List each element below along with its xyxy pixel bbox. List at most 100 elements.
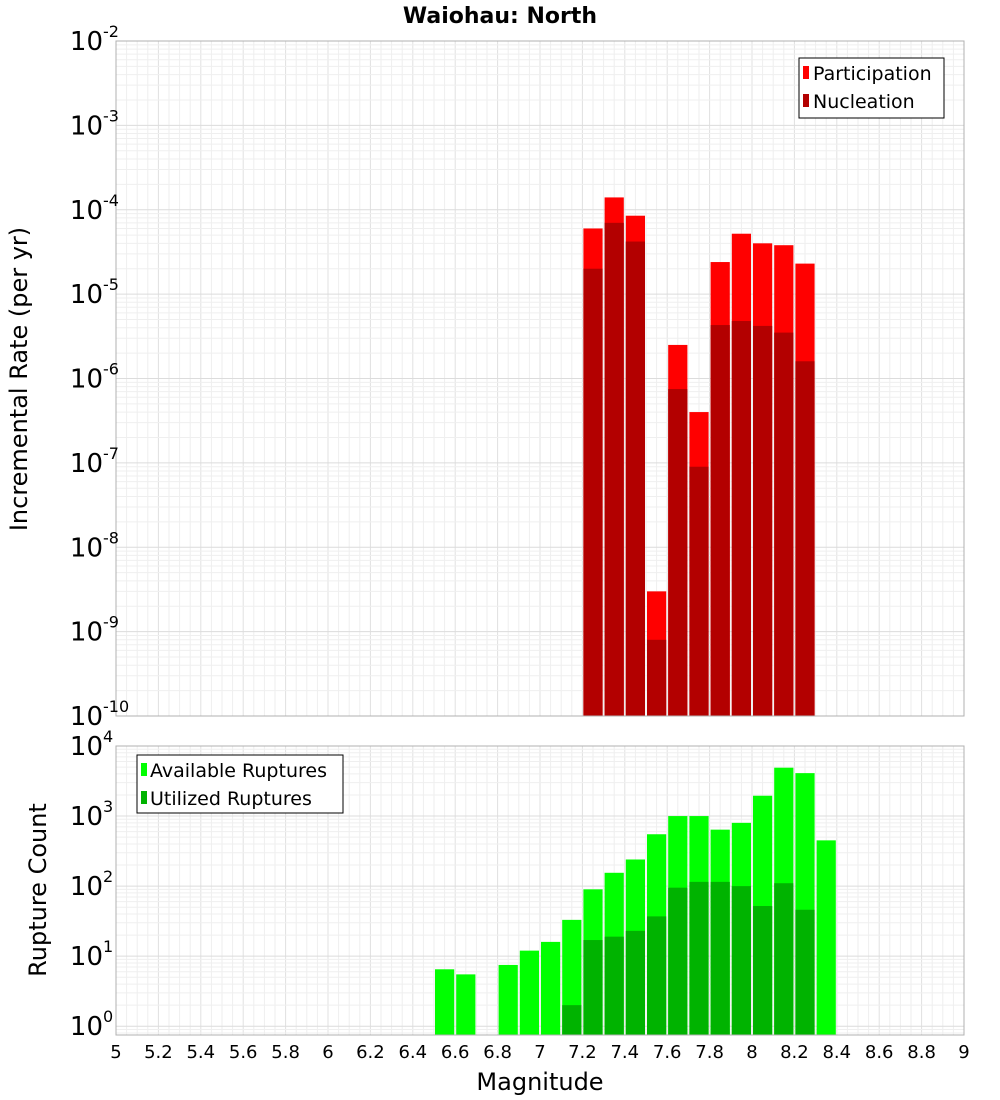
y-tick-exponent: -8: [103, 528, 119, 547]
legend-available-label: Available Ruptures: [150, 760, 327, 782]
utilized-ruptures-bar: [625, 930, 645, 1035]
x-tick-label: 8: [746, 1042, 757, 1063]
count-bars: [435, 767, 836, 1035]
rate-gridlines: [115, 40, 965, 717]
x-tick-label: 6: [322, 1042, 333, 1063]
rate-plot-frame: [115, 40, 965, 717]
y-tick-exponent: -7: [103, 444, 119, 463]
nucleation-bar: [625, 241, 645, 717]
y-tick-label: 10: [70, 533, 103, 563]
y-tick-exponent: 2: [103, 867, 113, 886]
x-tick-label: 6.2: [356, 1042, 385, 1063]
chart-title: Waiohau: North: [403, 4, 597, 29]
x-tick-label: 9: [958, 1042, 969, 1063]
utilized-ruptures-bar: [774, 883, 794, 1035]
available-ruptures-bar: [498, 964, 518, 1035]
x-tick-label: 8.6: [865, 1042, 894, 1063]
x-tick-label: 5: [110, 1042, 121, 1063]
legend-utilized-label: Utilized Ruptures: [150, 788, 312, 810]
available-ruptures-bar: [456, 974, 476, 1035]
y-tick-exponent: -5: [103, 275, 119, 294]
x-tick-label: 5.6: [229, 1042, 258, 1063]
nucleation-bar: [583, 268, 603, 716]
x-tick-label: 8.2: [780, 1042, 809, 1063]
count-gridlines: [115, 745, 965, 1035]
utilized-ruptures-bar: [731, 886, 751, 1035]
y-tick-label: 10: [70, 365, 103, 395]
y-tick-label: 10: [70, 702, 103, 732]
x-axis-label: Magnitude: [476, 1068, 603, 1096]
x-tick-label: 7.4: [610, 1042, 639, 1063]
y-tick-label: 10: [70, 872, 103, 902]
count-legend: Available Ruptures Utilized Ruptures: [136, 754, 344, 814]
legend-participation-label: Participation: [813, 63, 932, 85]
x-tick-label: 5.8: [271, 1042, 300, 1063]
y-tick-exponent: 3: [103, 797, 113, 816]
y-tick-exponent: 4: [103, 727, 113, 746]
nucleation-bar: [689, 466, 709, 716]
legend-nucleation-swatch: [803, 94, 809, 107]
count-plot-frame: [115, 745, 965, 1036]
y-tick-exponent: 0: [103, 1007, 113, 1026]
x-tick-label: 6.8: [483, 1042, 512, 1063]
nucleation-bar: [795, 361, 815, 716]
y-tick-label: 10: [70, 196, 103, 226]
x-tick-label: 5.4: [186, 1042, 215, 1063]
y-tick-exponent: -9: [103, 613, 119, 632]
y-tick-exponent: -6: [103, 360, 119, 379]
nucleation-bar: [710, 325, 730, 716]
rate-y-axis-label: Incremental Rate (per yr): [5, 227, 33, 531]
legend-utilized-swatch: [141, 791, 147, 804]
available-ruptures-bar: [519, 950, 539, 1035]
x-tick-label: 6.6: [441, 1042, 470, 1063]
utilized-ruptures-bar: [795, 909, 815, 1035]
y-tick-label: 10: [70, 111, 103, 141]
utilized-ruptures-bar: [710, 881, 730, 1035]
utilized-ruptures-bar: [689, 881, 709, 1035]
utilized-ruptures-bar: [753, 906, 773, 1035]
nucleation-bar: [731, 321, 751, 716]
available-ruptures-bar: [435, 969, 455, 1035]
rate-bars: [583, 197, 815, 717]
y-tick-label: 10: [70, 280, 103, 310]
nucleation-bar: [753, 325, 773, 716]
x-tick-label: 8.8: [907, 1042, 936, 1063]
y-tick-exponent: -2: [103, 22, 119, 41]
y-tick-exponent: -4: [103, 191, 119, 210]
x-tick-label: 5.2: [144, 1042, 173, 1063]
available-ruptures-bar: [816, 840, 836, 1035]
y-tick-exponent: -10: [103, 697, 129, 716]
y-tick-label: 10: [70, 942, 103, 972]
legend-participation-swatch: [803, 66, 809, 79]
y-tick-label: 10: [70, 449, 103, 479]
utilized-ruptures-bar: [647, 916, 667, 1035]
available-ruptures-bar: [541, 941, 561, 1035]
x-tick-label: 7.2: [568, 1042, 597, 1063]
x-tick-label: 7.8: [695, 1042, 724, 1063]
x-tick-label: 6.4: [398, 1042, 427, 1063]
y-tick-label: 10: [70, 1012, 103, 1042]
nucleation-bar: [668, 389, 688, 716]
utilized-ruptures-bar: [604, 936, 624, 1035]
utilized-ruptures-bar: [562, 1005, 582, 1035]
x-tick-label: 8.4: [822, 1042, 851, 1063]
y-tick-label: 10: [70, 618, 103, 648]
y-tick-label: 10: [70, 802, 103, 832]
y-tick-label: 10: [70, 27, 103, 57]
utilized-ruptures-bar: [668, 887, 688, 1035]
rate-legend: Participation Nucleation: [798, 57, 945, 119]
legend-nucleation-label: Nucleation: [813, 91, 915, 113]
x-axis-ticks: 5 5.2 5.4 5.6 5.8 6 6.2 6.4 6.6 6.8 7 7.2 7.4 7.6 7.8 8…: [110, 1042, 969, 1063]
nucleation-bar: [774, 332, 794, 716]
x-tick-label: 7.6: [653, 1042, 682, 1063]
utilized-ruptures-bar: [583, 940, 603, 1035]
y-tick-label: 10: [70, 732, 103, 762]
y-tick-exponent: -3: [103, 106, 119, 125]
y-tick-exponent: 1: [103, 937, 113, 956]
nucleation-bar: [647, 639, 667, 716]
